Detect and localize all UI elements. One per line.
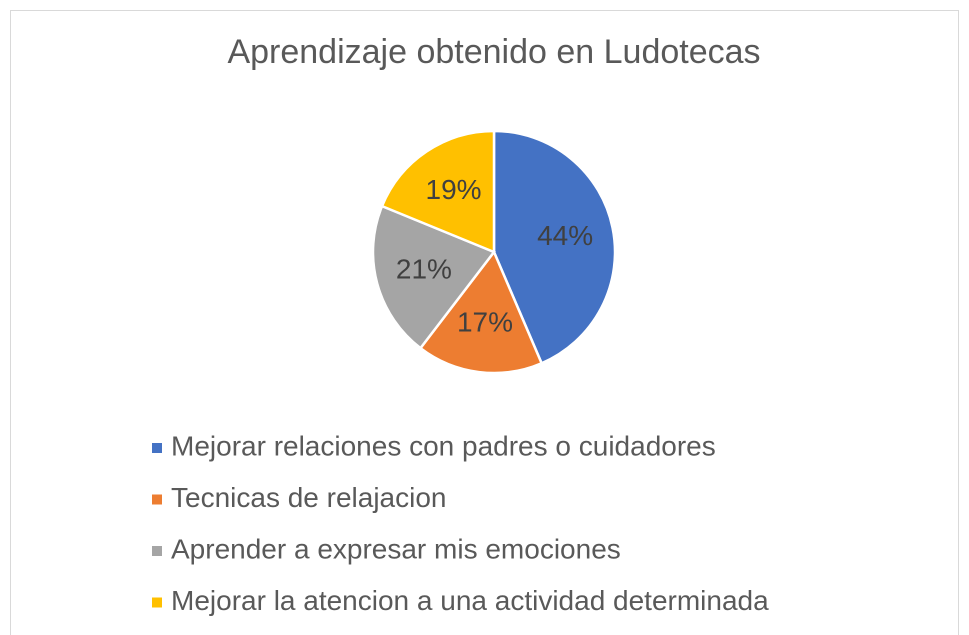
pie-slice	[492, 129, 617, 365]
legend-label: Aprender a expresar mis emociones	[171, 533, 621, 564]
legend-swatch	[152, 494, 162, 505]
data-label: 21%	[396, 253, 452, 284]
chart-title: Aprendizaje obtenido en Ludotecas	[227, 33, 760, 71]
pie-slice	[418, 249, 544, 375]
data-label: 17%	[457, 306, 513, 337]
legend-label: Tecnicas de relajacion	[171, 482, 447, 513]
legend-label: Mejorar relaciones con padres o cuidador…	[171, 430, 716, 461]
pie-slice	[371, 204, 496, 350]
pie-slice	[380, 129, 496, 254]
legend-swatch	[152, 443, 162, 453]
data-label: 44%	[537, 220, 593, 251]
legend-swatch	[152, 597, 162, 608]
data-label: 19%	[426, 174, 482, 205]
legend-label: Mejorar la atencion a una actividad dete…	[171, 585, 769, 616]
legend-swatch	[152, 546, 162, 556]
